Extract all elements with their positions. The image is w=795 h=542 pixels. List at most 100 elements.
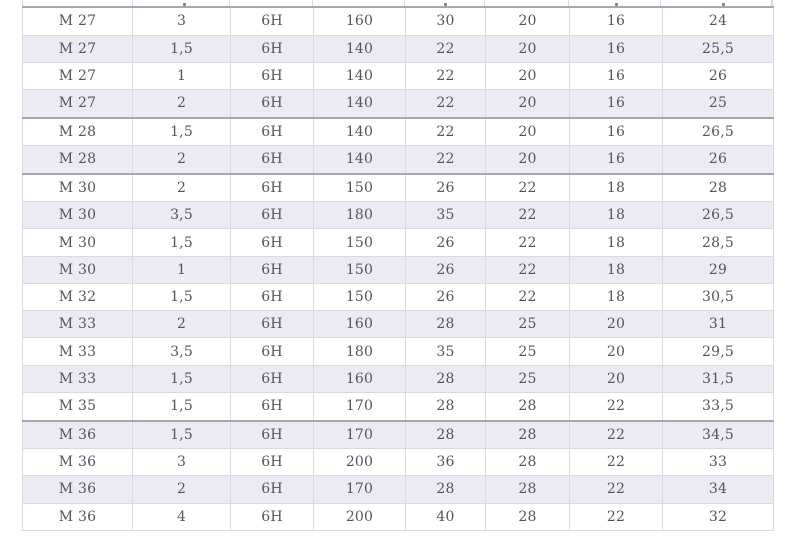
table-row: M 30 3,5 6H 180 35 22 18 26,5 [22, 201, 774, 230]
table-cell: 26,5 [662, 117, 774, 147]
table-cell: 28 [405, 310, 486, 339]
table-row: M 36 1,5 6H 170 28 28 22 34,5 [22, 420, 774, 450]
table-row: M 36 3 6H 200 36 28 22 33 [22, 448, 774, 477]
table-cell: 16 [569, 61, 663, 91]
text-remnant-mark [183, 3, 186, 6]
table-cell: 28 [405, 391, 486, 422]
table-cell: 160 [313, 310, 406, 339]
table-cell: M 36 [22, 502, 133, 532]
table-cell: 25,5 [662, 34, 774, 63]
table-cell: 28 [485, 420, 570, 450]
table-cell: 22 [405, 89, 486, 119]
clipped-cell [23, 0, 133, 6]
table-cell: 34,5 [662, 420, 774, 450]
table-cell: 28 [485, 475, 570, 504]
table-cell: 22 [405, 34, 486, 63]
table-cell: 6H [230, 337, 314, 366]
table-cell: M 33 [22, 310, 133, 339]
table-cell: M 30 [22, 173, 133, 203]
table-cell: M 30 [22, 228, 133, 257]
table-cell: 4 [132, 502, 231, 532]
table-cell: 140 [313, 61, 406, 91]
table-cell: 28 [405, 475, 486, 504]
table-row: M 27 2 6H 140 22 20 16 25 [22, 89, 774, 119]
table-cell: 16 [569, 89, 663, 119]
table-cell: 180 [313, 201, 406, 230]
table-cell: 140 [313, 117, 406, 147]
table-cell: 2 [132, 475, 231, 504]
table-cell: 20 [485, 6, 570, 36]
table-cell: 22 [405, 117, 486, 147]
table-cell: 16 [569, 117, 663, 147]
table-row: M 27 1 6H 140 22 20 16 26 [22, 61, 774, 91]
table-cell: 200 [313, 448, 406, 477]
table-cell: 160 [313, 6, 406, 36]
text-remnant-mark [615, 3, 618, 6]
table-cell: 33 [662, 448, 774, 477]
table-cell: 6H [230, 475, 314, 504]
table-cell: M 36 [22, 475, 133, 504]
clipped-cell [230, 0, 314, 6]
table-cell: 2 [132, 89, 231, 119]
table-cell: 2 [132, 145, 231, 175]
table-cell: 200 [313, 502, 406, 532]
table-row: M 28 1,5 6H 140 22 20 16 26,5 [22, 117, 774, 147]
table-cell: M 28 [22, 145, 133, 175]
table-cell: 6H [230, 6, 314, 36]
table-cell: 33,5 [662, 391, 774, 422]
table-cell: 26,5 [662, 201, 774, 230]
table-cell: 170 [313, 420, 406, 450]
table-cell: 22 [569, 448, 663, 477]
table-cell: 3 [132, 448, 231, 477]
table-cell: 20 [569, 364, 663, 393]
table-cell: 18 [569, 228, 663, 257]
table-cell: 170 [313, 391, 406, 422]
table-cell: M 33 [22, 364, 133, 393]
table-cell: 28,5 [662, 228, 774, 257]
table-cell: 3,5 [132, 337, 231, 366]
table-cell: 28 [662, 173, 774, 203]
table-cell: 6H [230, 201, 314, 230]
table-cell: 22 [405, 61, 486, 91]
table-cell: 18 [569, 282, 663, 312]
table-cell: 1,5 [132, 117, 231, 147]
table-cell: 6H [230, 173, 314, 203]
table-cell: 160 [313, 364, 406, 393]
table-cell: 150 [313, 282, 406, 312]
table-cell: 170 [313, 475, 406, 504]
table-cell: M 35 [22, 391, 133, 422]
table-cell: 28 [485, 391, 570, 422]
table-cell: 20 [485, 117, 570, 147]
table-cell: M 32 [22, 282, 133, 312]
clipped-cell [485, 0, 569, 6]
table-cell: 22 [569, 502, 663, 532]
table-cell: 22 [569, 391, 663, 422]
table-cell: 36 [405, 448, 486, 477]
clipped-row-fragment [22, 0, 773, 6]
table-cell: 20 [485, 145, 570, 175]
clipped-cell [133, 0, 231, 6]
table-cell: 22 [569, 475, 663, 504]
table-cell: 6H [230, 255, 314, 284]
table-cell: 22 [405, 145, 486, 175]
table-cell: 1,5 [132, 282, 231, 312]
table-cell: 25 [485, 337, 570, 366]
clipped-cell [313, 0, 405, 6]
table-cell: 6H [230, 228, 314, 257]
table-cell: 1,5 [132, 391, 231, 422]
table-cell: 1,5 [132, 34, 231, 63]
table-cell: M 27 [22, 61, 133, 91]
table-cell: 30 [405, 6, 486, 36]
table-cell: 18 [569, 173, 663, 203]
table-cell: 22 [485, 282, 570, 312]
table-row: M 36 4 6H 200 40 28 22 32 [22, 502, 774, 532]
table-cell: 29 [662, 255, 774, 284]
table-cell: 16 [569, 145, 663, 175]
table-cell: 150 [313, 228, 406, 257]
spec-table-body: M 27 3 6H 160 30 20 16 24 M 27 1,5 6H 140 22 20 16 25,5… [22, 6, 774, 532]
table-cell: 6H [230, 89, 314, 119]
table-cell: 35 [405, 201, 486, 230]
table-cell: 22 [485, 201, 570, 230]
text-remnant-mark [722, 3, 725, 6]
table-cell: 1,5 [132, 364, 231, 393]
